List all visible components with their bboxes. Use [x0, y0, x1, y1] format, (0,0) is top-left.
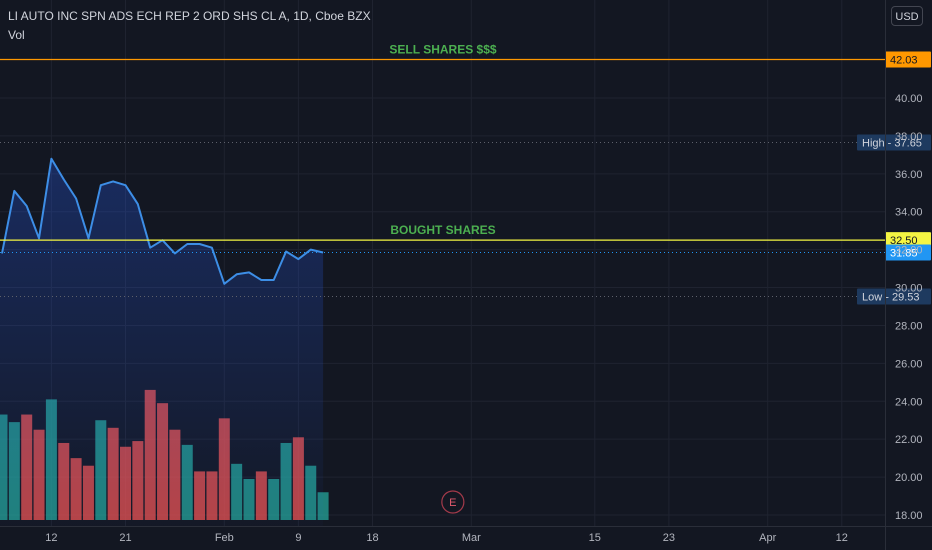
- level-label-sell: 42.03: [890, 55, 918, 67]
- volume-indicator-label[interactable]: Vol: [8, 28, 25, 42]
- earnings-marker-label: E: [449, 497, 456, 509]
- y-tick-label: 36.00: [895, 169, 923, 181]
- y-tick-label: 20.00: [895, 472, 923, 484]
- y-tick-label: 40.00: [895, 93, 923, 105]
- x-tick-label: 9: [295, 532, 301, 544]
- x-tick-label: 12: [45, 532, 57, 544]
- level-label-bg-last: [885, 244, 931, 261]
- y-tick-label: 28.00: [895, 320, 923, 332]
- x-tick-label: Mar: [462, 532, 481, 544]
- x-tick-label: Feb: [215, 532, 234, 544]
- level-label-bg-sell: [885, 51, 931, 68]
- annotation-sell: SELL SHARES $$$: [389, 43, 496, 57]
- level-label-bg-bought: [885, 232, 931, 249]
- x-tick-label: 12: [836, 532, 848, 544]
- x-tick-label: 23: [663, 532, 675, 544]
- y-tick-label: 38.00: [895, 131, 923, 143]
- currency-button[interactable]: USD: [891, 6, 923, 26]
- y-tick-label: 32.00: [895, 245, 923, 257]
- price-area-fill: [0, 158, 324, 526]
- level-label-high: High - 37.65: [862, 138, 922, 150]
- y-tick-label: 22.00: [895, 434, 923, 446]
- y-tick-label: 30.00: [895, 283, 923, 295]
- level-label-bought: 32.50: [890, 235, 918, 247]
- level-label-bg-low: [857, 288, 931, 305]
- level-label-last: 31.85: [890, 247, 918, 259]
- level-lines: 42.03 SELL SHARES $$$ High - 37.65 32.50 BOU…: [0, 43, 931, 305]
- symbol-title[interactable]: LI AUTO INC SPN ADS ECH REP 2 ORD SHS CL…: [8, 9, 371, 23]
- x-tick-label: Apr: [759, 532, 776, 544]
- y-tick-label: 26.00: [895, 358, 923, 370]
- event-marker[interactable]: E: [441, 490, 465, 514]
- level-label-low: Low - 29.53: [862, 291, 919, 303]
- y-tick-label: 24.00: [895, 396, 923, 408]
- x-tick-label: 18: [366, 532, 378, 544]
- x-tick-label: 21: [119, 532, 131, 544]
- annotation-bought: BOUGHT SHARES: [390, 223, 495, 237]
- earnings-marker-icon: [441, 490, 465, 514]
- y-tick-label: 34.00: [895, 207, 923, 219]
- level-label-bg-high: [857, 134, 931, 151]
- y-tick-label: 18.00: [895, 510, 923, 522]
- x-tick-label: 15: [589, 532, 601, 544]
